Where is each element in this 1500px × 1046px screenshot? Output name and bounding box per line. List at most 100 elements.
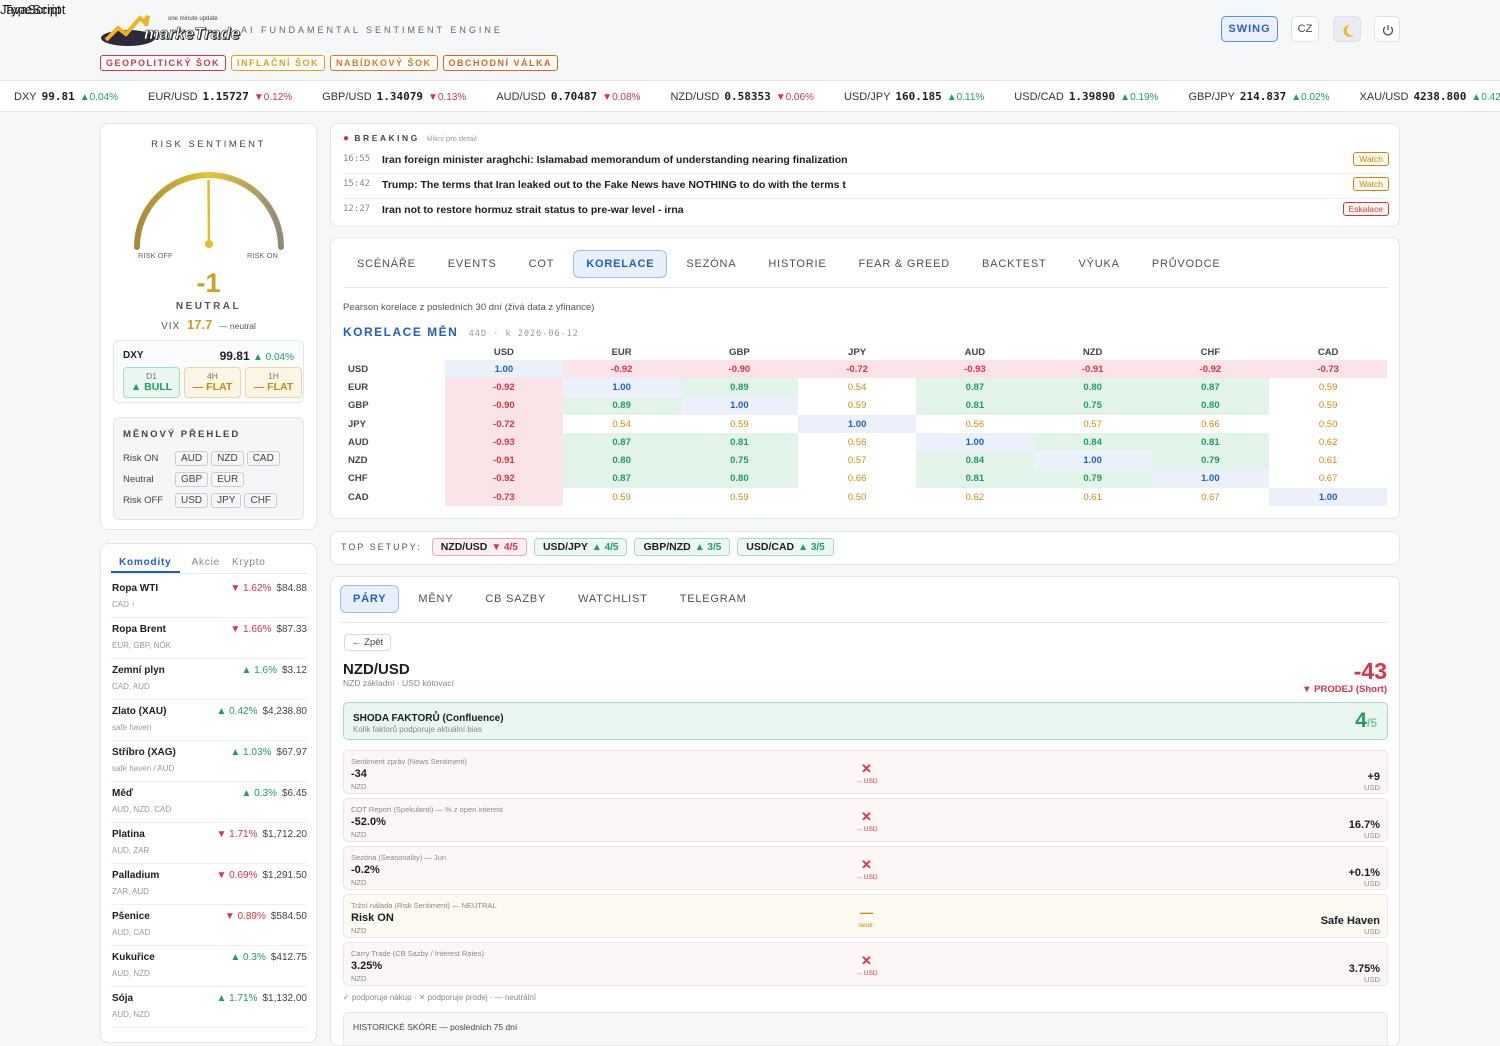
analysis-tab[interactable]: HISTORIE [768,258,827,270]
analysis-tab[interactable]: SEZÓNA [686,258,737,270]
setup-signal: ▲ 3/5 [694,542,722,553]
ticker-price: 1.39890 [1068,89,1116,103]
correlation-cell: 0.75 [680,451,799,470]
news-row[interactable]: 16:55 Iran foreign minister araghchi: Isl… [343,149,1389,174]
history-box: HISTORICKÉ SKÓRE — posledních 75 dní [343,1012,1388,1045]
timeframe-trend: — FLAT [253,381,294,393]
overview-row: Neutral GBP EUR [123,469,283,490]
commodity-name: Sója [112,993,134,1004]
overview-label: Risk ON [123,453,159,464]
analysis-tab[interactable]: FEAR & GREED [858,258,951,270]
correlation-cell: 0.89 [680,378,799,397]
correlation-cell: -0.73 [1269,360,1387,379]
currency-chip: CHF [244,493,278,508]
ticker-item[interactable]: GBP/USD 1.34079 ▼0.13% [322,90,466,103]
pair-symbol: NZD/USD [343,661,410,678]
ticker: DXY 99.81 ▲0.04% EUR/USD 1.15727 ▼0.12% GBP/US… [0,80,1500,112]
correlation-cell: 0.59 [612,491,631,503]
analysis-tab[interactable]: BACKTEST [982,258,1047,270]
news-row[interactable]: 12:27 Iran not to restore hormuz strait s… [343,199,1389,224]
correlation-cell: 0.89 [562,396,681,415]
column-header: AUD [964,346,986,358]
setup-chip[interactable]: USD/JPY ▲ 4/5 [533,538,628,556]
ticker-item[interactable]: USD/JPY 160.185 ▲0.11% [844,90,984,103]
news-time: 15:42 [343,179,371,189]
analysis-tab[interactable]: COT [528,258,555,270]
setup-signal: ▼ 4/5 [491,542,518,553]
analysis-tab[interactable]: VÝUKA [1078,258,1120,270]
pair-tab[interactable]: TELEGRAM [679,593,747,605]
setup-chip[interactable]: USD/CAD ▲ 3/5 [737,538,834,556]
factor-base: -34 [351,768,367,780]
currency-chip: USD [175,493,209,508]
ticker-item[interactable]: EUR/USD 1.15727 ▼0.12% [148,90,292,103]
language-button[interactable]: CZ [1291,16,1319,42]
news-tag: Watch [1353,152,1389,166]
setup-chip[interactable]: NZD/USD ▼ 4/5 [431,538,527,556]
pair-tab[interactable]: WATCHLIST [578,593,648,605]
analysis-tab[interactable]: PRŮVODCE [1151,258,1221,270]
power-button[interactable] [1374,16,1400,42]
mode-button[interactable]: SWING [1221,16,1278,42]
ticker-item[interactable]: USD/CAD 1.39890 ▲0.19% [1014,90,1158,103]
news-row[interactable]: 15:42 Trump: The terms that Iran leaked o… [343,174,1389,199]
risk-title: RISK SENTIMENT [151,139,266,150]
commodity-tab[interactable]: Komodity [111,557,180,573]
theme-button[interactable] [1333,16,1361,42]
setup-signal: ▲ 4/5 [591,542,619,553]
commodity-name: Palladium [112,870,160,881]
commodity-tab[interactable]: Krypto [231,557,266,568]
overview-groups: Risk ON AUD NZD CAD Neutral GBP EUR Risk OFF USD… [123,448,283,511]
currency-chip: CAD [246,451,280,466]
breaking-hint: klikni pro detail [427,134,477,143]
dxy-frames: D1 ▲ BULL 4H — FLAT 1H — FLAT [123,367,302,398]
ticker-item[interactable]: AUD/USD 0.70487 ▼0.08% [496,90,640,103]
ticker-price: 99.81 [41,89,75,103]
commodity-note: AUD, CAD [112,928,151,937]
commodity-note: ZAR, AUD [112,887,149,896]
back-button[interactable]: ← Zpět [344,634,392,651]
ticker-symbol: DXY [14,90,37,103]
commodity-price: $584.50 [270,911,307,922]
correlation-header: USD EUR GBP JPY AUD NZD CHF CAD [343,344,1387,360]
commodity-price: $84.88 [276,583,307,594]
setup-pair: USD/JPY [542,541,588,553]
logo[interactable]: one minute update markeTrade [100,12,240,48]
shock-tag[interactable]: OBCHODNÍ VÁLKA [442,55,559,71]
ticker-change: ▼0.12% [253,91,293,103]
ticker-item[interactable]: XAU/USD 4238.800 ▲0.42% [1360,90,1500,103]
correlation-cell: 0.59 [847,400,867,412]
news-time: 12:27 [343,204,371,214]
ticker-item[interactable]: DXY 99.81 ▲0.04% [14,90,118,103]
news-text: Trump: The terms that Iran leaked out to… [382,179,846,191]
column-header: EUR [611,346,632,358]
pair-tab[interactable]: PÁRY [340,585,400,613]
analysis-tab[interactable]: KORELACE [573,250,668,278]
column-header: NZD [1082,346,1103,358]
correlation-cell: 1.00 [445,360,563,379]
shock-tag[interactable]: GEOPOLITICKÝ ŠOK [100,55,227,71]
pair-tab[interactable]: CB SAZBY [485,593,547,605]
ticker-item[interactable]: GBP/JPY 214.837 ▲0.02% [1188,90,1329,103]
ticker-price: 1.15727 [202,89,249,103]
timeframe-box: D1 ▲ BULL [123,367,180,398]
commodity-change: ▼ 0.69% [216,870,258,881]
factor-label: COT Report (Spekulanti) — % z open inter… [351,805,504,814]
dxy-price: 99.81 [219,349,250,363]
confluence-box: SHODA FAKTORŮ (Confluence) Kolik faktorů… [343,702,1388,740]
commodity-change: ▼ 1.62% [230,583,272,594]
correlation-cell: 0.67 [1201,491,1220,503]
analysis-tab[interactable]: EVENTS [447,258,497,270]
commodity-name: Ropa Brent [112,624,166,635]
pair-tab[interactable]: MĚNY [418,593,454,605]
risk-panel: RISK SENTIMENT RISK OFF RISK ON -1 NEUTR… [100,123,317,530]
breaking-panel: ● BREAKING klikni pro detail 16:55 Iran f… [330,123,1400,227]
ticker-item[interactable]: NZD/USD 0.58353 ▼0.06% [670,90,814,103]
shock-tag[interactable]: INFLAČNÍ ŠOK [231,55,326,71]
setup-chip[interactable]: GBP/NZD ▲ 3/5 [634,538,731,556]
commodity-tab[interactable]: Akcie [191,557,220,568]
analysis-tab[interactable]: SCÉNÁŘE [357,258,416,270]
shock-tag[interactable]: NABÍDKOVÝ ŠOK [330,55,438,71]
risk-gauge [134,172,284,250]
row-header: JPY [348,418,366,430]
